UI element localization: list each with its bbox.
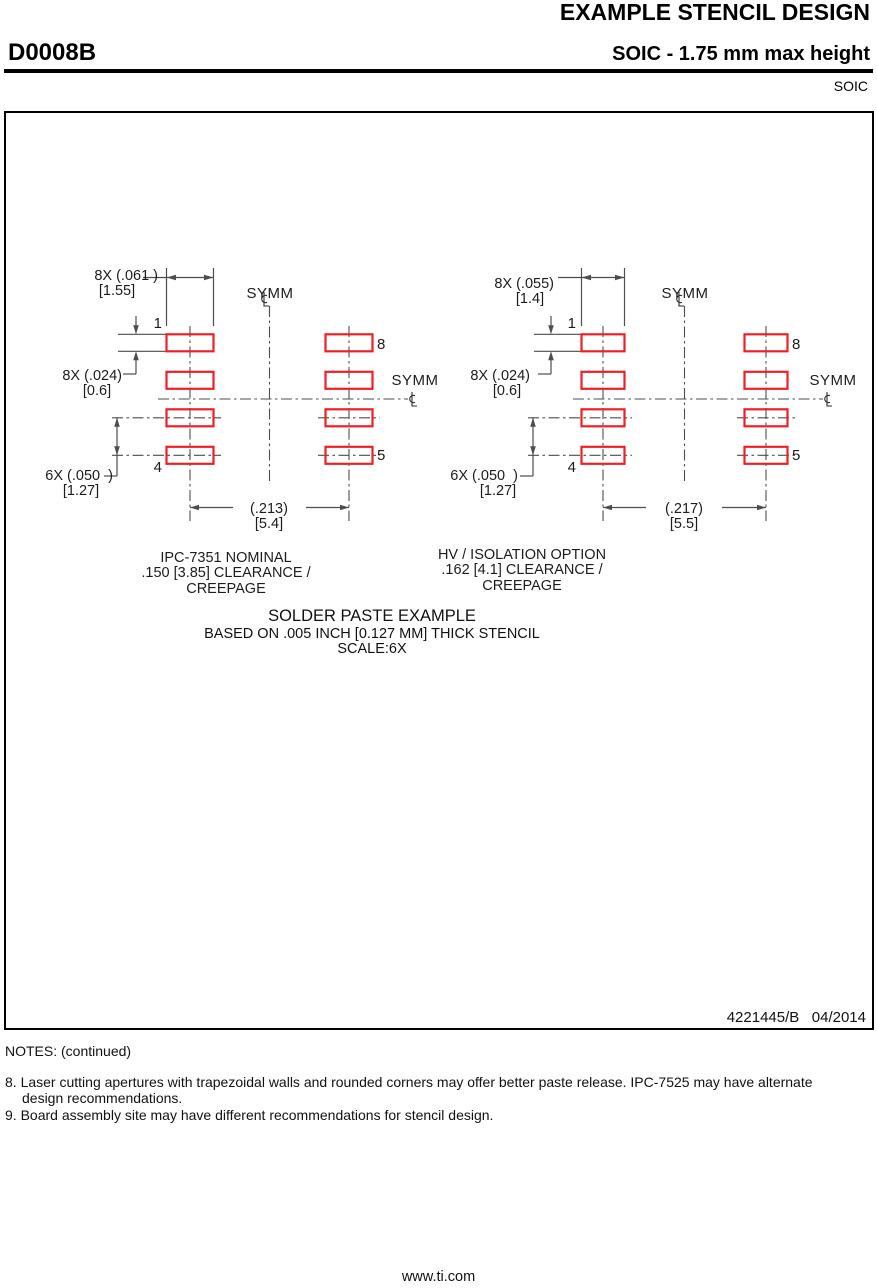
dim-pad-width-inch: 8X (.055) bbox=[494, 276, 554, 292]
dim-pad-height-mm: [0.6] bbox=[492, 383, 522, 399]
solder-pads-left-diagram bbox=[165, 333, 374, 465]
pin-5-label: 5 bbox=[377, 447, 386, 464]
dim-pad-height-inch: 8X (.024) bbox=[470, 368, 530, 384]
package-name: SOIC bbox=[833, 78, 868, 94]
dim-pitch-mm: [1.27] bbox=[479, 482, 517, 499]
dim-span-inch: (.213) bbox=[250, 500, 288, 517]
pin-1-label: 1 bbox=[153, 315, 162, 332]
dim-pitch-inch: 6X (.050 ) bbox=[45, 467, 113, 484]
symm-label-side: SYMM bbox=[391, 371, 439, 389]
note-8-line2: design recommendations. bbox=[22, 1090, 183, 1106]
package-title: SOIC - 1.75 mm max height bbox=[612, 43, 870, 65]
dim-span-inch: (.217) bbox=[665, 500, 703, 517]
solder-paste-title: SOLDER PASTE EXAMPLE bbox=[268, 607, 476, 625]
notes-section: NOTES: (continued) 8. Laser cutting aper… bbox=[5, 1043, 860, 1123]
symm-label-top: SYMM bbox=[661, 285, 709, 302]
page-title: EXAMPLE STENCIL DESIGN bbox=[559, 0, 870, 25]
pin-8-label: 8 bbox=[377, 336, 386, 353]
notes-heading: NOTES: (continued) bbox=[5, 1043, 132, 1059]
centerline-symbol-icon bbox=[409, 392, 417, 407]
pin-8-label: 8 bbox=[792, 336, 801, 353]
note-9: 9. Board assembly site may have differen… bbox=[5, 1106, 494, 1123]
pin-5-label: 5 bbox=[792, 447, 801, 464]
drawing-revision: 4221445/B 04/2014 bbox=[726, 1009, 866, 1026]
right-diagram-caption-line1: HV / ISOLATION OPTION bbox=[437, 547, 607, 563]
centerline-symbol-icon bbox=[824, 392, 832, 407]
dim-span-mm: [5.4] bbox=[254, 515, 284, 532]
symm-label-side: SYMM bbox=[809, 371, 857, 389]
drawing-frame bbox=[4, 111, 874, 1030]
dim-span-mm: [5.5] bbox=[669, 515, 699, 532]
right-diagram-caption-line2: .162 [4.1] CLEARANCE / CREEPAGE bbox=[441, 561, 603, 594]
dim-pad-width-inch: 8X (.061 ) bbox=[94, 268, 158, 284]
note-8-line1: 8. Laser cutting apertures with trapezoi… bbox=[5, 1073, 813, 1090]
solder-pads-right-diagram bbox=[580, 333, 789, 465]
dim-pad-width-mm: [1.55] bbox=[98, 283, 136, 299]
left-diagram-caption-line1: IPC-7351 NOMINAL bbox=[160, 550, 292, 566]
stencil-diagram-right bbox=[520, 268, 832, 521]
header-rule bbox=[4, 69, 873, 73]
left-diagram-caption-line2: .150 [3.85] CLEARANCE / CREEPAGE bbox=[141, 564, 311, 597]
footer-url-link[interactable]: www.ti.com bbox=[401, 1269, 476, 1285]
dim-pad-width-mm: [1.4] bbox=[515, 291, 545, 307]
symm-label-top: SYMM bbox=[246, 285, 294, 302]
pin-1-label: 1 bbox=[567, 315, 576, 332]
centerline-symbol-icon bbox=[261, 292, 269, 307]
part-number: D0008B bbox=[8, 39, 97, 66]
solder-paste-subtitle: BASED ON .005 INCH [0.127 MM] THICK STEN… bbox=[204, 626, 540, 642]
dim-pitch-mm: [1.27] bbox=[62, 482, 100, 499]
dim-pad-height-mm: [0.6] bbox=[82, 383, 112, 399]
pin-4-label: 4 bbox=[153, 459, 162, 476]
dim-pad-height-inch: 8X (.024) bbox=[62, 368, 122, 384]
pin-4-label: 4 bbox=[567, 459, 576, 476]
dim-pitch-inch: 6X (.050 ) bbox=[450, 467, 518, 484]
solder-paste-scale: SCALE:6X bbox=[337, 641, 407, 657]
stencil-diagram-left bbox=[104, 268, 417, 521]
centerline-symbol-icon bbox=[676, 292, 684, 307]
